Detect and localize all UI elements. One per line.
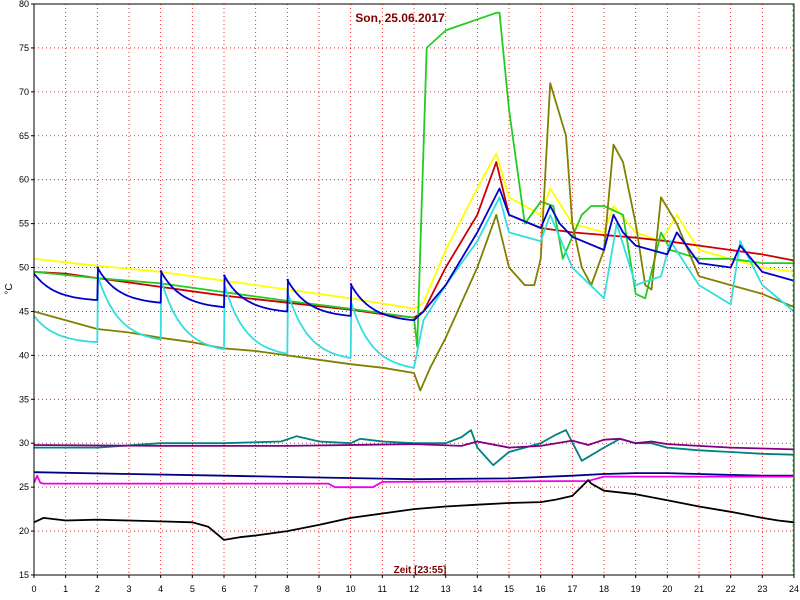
series-line-10 — [33, 474, 794, 489]
y-tick-label: 50 — [19, 263, 29, 273]
series-line-7 — [34, 429, 795, 467]
x-tick-label: 8 — [285, 584, 290, 594]
x-tick-label: 10 — [346, 584, 356, 594]
x-tick-label: 1 — [63, 584, 68, 594]
y-tick-label: 20 — [19, 526, 29, 536]
chart-title: Son, 25.06.2017 — [355, 11, 445, 25]
plot-border — [33, 3, 795, 576]
x-tick-label: 12 — [409, 584, 419, 594]
y-tick-label: 45 — [19, 306, 29, 316]
x-axis-label: Zeit [23:55] — [394, 565, 447, 576]
series-line-11 — [33, 479, 795, 541]
series-line-5 — [33, 196, 795, 369]
grid — [34, 4, 794, 575]
x-tick-label: 3 — [126, 584, 131, 594]
plot-frame — [33, 3, 795, 576]
y-tick-label: 35 — [19, 394, 29, 404]
x-tick-label: 13 — [441, 584, 451, 594]
series-layer — [33, 11, 795, 541]
x-tick-label: 22 — [726, 584, 736, 594]
x-tick-label: 0 — [31, 584, 36, 594]
x-tick-label: 19 — [631, 584, 641, 594]
x-tick-label: 23 — [757, 584, 767, 594]
y-tick-label: 70 — [19, 87, 29, 97]
x-tick-label: 7 — [253, 584, 258, 594]
x-tick-label: 21 — [694, 584, 704, 594]
series-line-2 — [33, 161, 795, 319]
y-tick-label: 15 — [19, 570, 29, 580]
y-axis-label: °C — [4, 283, 15, 294]
series-line-6 — [33, 187, 795, 322]
y-tick-label: 75 — [19, 43, 29, 53]
y-tick-label: 55 — [19, 219, 29, 229]
x-tick-label: 4 — [158, 584, 163, 594]
x-tick-label: 6 — [221, 584, 226, 594]
x-tick-label: 2 — [95, 584, 100, 594]
y-tick-label: 60 — [19, 175, 29, 185]
y-tick-label: 30 — [19, 438, 29, 448]
x-tick-label: 9 — [316, 584, 321, 594]
series-line-1 — [33, 152, 795, 310]
x-tick-label: 24 — [789, 584, 799, 594]
y-axis: 15 20 25 30 35 40 45 50 55 60 65 70 75 80 — [19, 0, 34, 580]
x-tick-label: 5 — [190, 584, 195, 594]
x-axis: 0 1 2 3 4 5 6 7 8 9 10 11 12 13 14 15 16 17 18 19 20 21 22 23 24 — [31, 575, 799, 594]
x-tick-label: 18 — [599, 584, 609, 594]
x-tick-label: 20 — [662, 584, 672, 594]
y-tick-label: 40 — [19, 350, 29, 360]
x-tick-label: 17 — [567, 584, 577, 594]
x-tick-label: 16 — [536, 584, 546, 594]
x-tick-label: 15 — [504, 584, 514, 594]
x-tick-label: 14 — [472, 584, 482, 594]
x-tick-label: 11 — [378, 584, 387, 594]
series-line-9 — [33, 471, 794, 481]
y-tick-label: 65 — [19, 131, 29, 141]
y-tick-label: 80 — [19, 0, 29, 9]
series-line-8 — [33, 437, 795, 451]
y-tick-label: 25 — [19, 482, 29, 492]
